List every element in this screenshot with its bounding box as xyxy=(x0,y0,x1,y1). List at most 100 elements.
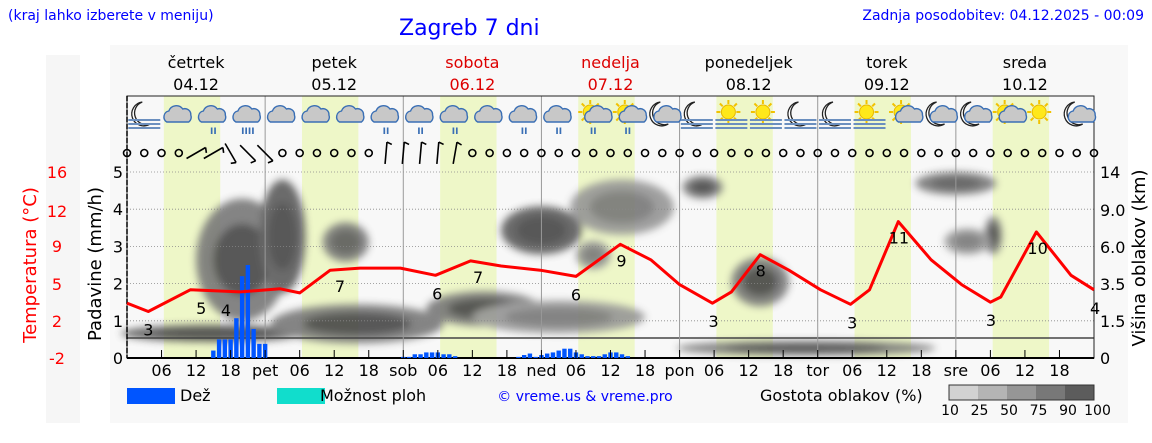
cloud-blob-core xyxy=(725,343,888,353)
wind-calm-icon xyxy=(554,148,563,158)
rain-legend-swatch xyxy=(127,388,175,404)
temperature-tick: -2 xyxy=(49,349,65,368)
wind-barb-icon xyxy=(452,141,462,164)
barb-shaft xyxy=(418,141,423,165)
wind-calm-icon xyxy=(830,148,840,158)
rain-bar xyxy=(234,318,239,358)
moon-fog-icon xyxy=(818,101,851,129)
moon-fog-icon xyxy=(784,101,817,129)
barb-flag xyxy=(230,161,237,165)
x-tick-label: sob xyxy=(389,361,417,380)
showers-legend-label: Možnost ploh xyxy=(320,386,426,405)
wind-calm-icon xyxy=(986,148,995,158)
temp-axis-panel xyxy=(46,55,80,423)
day-date: 09.12 xyxy=(864,75,910,94)
wind-calm-icon xyxy=(485,148,494,158)
sun-ray xyxy=(733,102,738,108)
wind-calm-icon xyxy=(122,148,132,158)
x-tick-label: 12 xyxy=(738,361,758,380)
cloud xyxy=(335,105,365,123)
cloud-blob-core xyxy=(987,224,999,247)
wind-calm-icon xyxy=(778,148,788,158)
wind-calm-icon xyxy=(502,148,512,158)
rain-bar xyxy=(579,354,584,358)
wind-calm-icon xyxy=(761,148,771,158)
sun-fog-icon xyxy=(853,100,886,129)
sun-ray xyxy=(581,116,586,122)
wind-barb-icon xyxy=(186,146,208,160)
rain-bar xyxy=(228,339,233,358)
wind-calm-icon xyxy=(1089,148,1099,158)
wind-calm-icon xyxy=(157,148,166,158)
rain-drops: II xyxy=(555,127,562,137)
temperature-axis-title: Temperatura (°C) xyxy=(20,187,41,344)
wind-calm-icon xyxy=(174,148,184,158)
wind-barb-icon xyxy=(384,141,393,165)
moon-cloud-icon xyxy=(925,101,959,127)
temperature-label: 5 xyxy=(196,299,206,318)
wind-calm-icon xyxy=(347,148,356,158)
x-tick-label: 12 xyxy=(1015,361,1035,380)
rain-bar xyxy=(406,356,412,358)
day-date: 07.12 xyxy=(588,75,634,94)
sun-icon xyxy=(1027,100,1052,124)
rain-legend-label: Dež xyxy=(180,386,211,405)
x-tick-label: 18 xyxy=(220,361,240,380)
wind-calm-icon xyxy=(571,148,581,158)
wind-calm-icon xyxy=(519,148,529,158)
rain-drops: II xyxy=(417,127,424,137)
temperature-label: 9 xyxy=(616,251,626,270)
cloud-rain-icon: II xyxy=(405,105,434,137)
cloud xyxy=(405,105,434,123)
cloud xyxy=(232,105,261,123)
rain-bar xyxy=(257,343,262,358)
rain-bar xyxy=(562,348,567,358)
wind-calm-icon xyxy=(1020,148,1030,158)
wind-barb-icon xyxy=(256,144,274,164)
temperature-label: 3 xyxy=(847,313,857,332)
cloud-blob-core xyxy=(504,307,613,327)
precipitation-tick: 2 xyxy=(113,275,123,294)
barb-shaft xyxy=(224,143,237,163)
copyright-link[interactable]: © vreme.us & vreme.pro xyxy=(497,389,672,405)
location-hint[interactable]: (kraj lahko izberete v meniju) xyxy=(8,8,214,24)
cloud-blob-core xyxy=(268,202,297,270)
sun-ray xyxy=(1044,116,1049,122)
last-updated: Zadnja posodobitev: 04.12.2025 - 00:09 xyxy=(862,8,1144,24)
barb-flag xyxy=(222,147,225,153)
sun-ray xyxy=(857,102,862,108)
precipitation-tick: 1 xyxy=(113,312,123,331)
x-tick-label: 18 xyxy=(911,361,931,380)
temperature-label: 3 xyxy=(708,312,718,331)
sun-cloud-rain-icon: II xyxy=(612,100,648,137)
cloud-icon xyxy=(301,105,331,123)
cloud-density-level: 100 xyxy=(1084,403,1111,419)
x-tick-label: 12 xyxy=(186,361,206,380)
temperature-label: 7 xyxy=(335,277,345,296)
temperature-label: 4 xyxy=(221,301,231,320)
wind-barb-icon xyxy=(436,141,444,165)
wind-calm-icon xyxy=(329,148,339,158)
rain-bar xyxy=(533,356,538,358)
cloud-height-tick: 6.0 xyxy=(1100,238,1125,257)
x-tick-label: 06 xyxy=(428,361,448,380)
wind-calm-icon xyxy=(278,148,287,158)
wind-calm-icon xyxy=(537,148,546,158)
cloud xyxy=(266,105,296,123)
wind-calm-icon xyxy=(709,148,719,158)
cloud-icon xyxy=(163,105,192,123)
wind-calm-icon xyxy=(968,148,978,158)
wind-calm-icon xyxy=(934,148,943,158)
rain-bar xyxy=(412,354,417,358)
temperature-label: 3 xyxy=(143,321,153,340)
wind-barb-icon xyxy=(239,144,257,164)
moon-cloud-icon xyxy=(649,101,682,127)
temperature-tick: 16 xyxy=(47,163,67,182)
temperature-tick: 9 xyxy=(52,237,62,256)
barb-flag xyxy=(438,141,444,146)
cloud-density-swatch xyxy=(1065,385,1094,400)
barb-shaft xyxy=(186,146,206,160)
cloud-height-tick: 1.5 xyxy=(1100,312,1125,331)
cloud xyxy=(998,105,1028,123)
